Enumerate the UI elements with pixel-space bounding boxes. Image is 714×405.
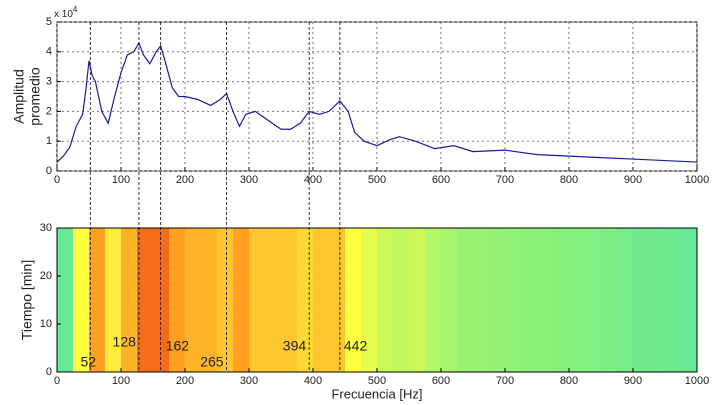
x-tick-label: 400 (304, 375, 322, 387)
heat-cell (537, 228, 554, 372)
y-axis-label: promedio (27, 67, 43, 126)
heat-cell (441, 228, 458, 372)
y-tick-label: 20 (40, 270, 52, 282)
x-tick-label: 100 (112, 375, 130, 387)
y-tick-label: 30 (40, 222, 52, 234)
heat-cell (553, 228, 570, 372)
y-tick-label: 3 (46, 76, 52, 88)
x-tick-label: 0 (54, 174, 60, 186)
y-exponent: x 104 (54, 5, 78, 20)
heat-cell (281, 228, 298, 372)
heat-cell (489, 228, 506, 372)
heat-cell (585, 228, 602, 372)
heat-cell (665, 228, 682, 372)
heat-cell (169, 228, 186, 372)
y-exponent-power: 4 (73, 5, 78, 14)
y-exponent-base: x 10 (54, 9, 73, 20)
heat-cell (57, 228, 74, 372)
line-series (56, 41, 698, 163)
y-tick-label: 5 (46, 16, 52, 28)
x-tick-label: 800 (560, 375, 578, 387)
heat-cell (409, 228, 426, 372)
peak-label: 52 (80, 354, 96, 370)
heat-cell (633, 228, 650, 372)
peak-label: 442 (344, 338, 368, 354)
heat-cell (313, 228, 330, 372)
x-tick-label: 0 (54, 375, 60, 387)
heat-cell (73, 228, 90, 372)
peak-label: 265 (200, 354, 224, 370)
heat-cell (249, 228, 266, 372)
heat-cell (649, 228, 666, 372)
heat-cell (89, 228, 106, 372)
x-tick-label: 900 (624, 174, 642, 186)
heat-cell (201, 228, 218, 372)
y-tick-label: 0 (46, 366, 52, 378)
peak-label: 394 (283, 338, 307, 354)
heat-cell (457, 228, 474, 372)
y-tick-label: 4 (46, 46, 52, 58)
x-tick-label: 200 (176, 375, 194, 387)
heat-cell (185, 228, 202, 372)
heat-cell (473, 228, 490, 372)
x-axis-label: Frecuencia [Hz] (331, 386, 422, 401)
heat-cell (233, 228, 250, 372)
x-tick-label: 600 (432, 375, 450, 387)
peak-label: 128 (113, 334, 137, 350)
heat-cell (153, 228, 170, 372)
x-tick-label: 700 (496, 174, 514, 186)
heat-cell (505, 228, 522, 372)
heat-cell (105, 228, 122, 372)
y-axis-label: Amplitud (11, 69, 27, 123)
heat-cell (681, 228, 698, 372)
x-tick-label: 1000 (685, 375, 709, 387)
x-tick-label: 1000 (685, 174, 709, 186)
x-tick-label: 700 (496, 375, 514, 387)
heat-cell (617, 228, 634, 372)
x-tick-label: 400 (304, 174, 322, 186)
x-tick-label: 300 (240, 375, 258, 387)
heat-cell (329, 228, 346, 372)
heat-cell (361, 228, 378, 372)
peak-label: 162 (166, 338, 190, 354)
x-tick-label: 900 (624, 375, 642, 387)
heat-cell (377, 228, 394, 372)
x-tick-label: 500 (368, 174, 386, 186)
y-tick-label: 1 (46, 135, 52, 147)
heat-cell (425, 228, 442, 372)
y-tick-label: 10 (40, 318, 52, 330)
y-axis-label: Tiempo [min] (19, 260, 35, 340)
heat-cell (569, 228, 586, 372)
heat-cell (265, 228, 282, 372)
x-tick-label: 800 (560, 174, 578, 186)
x-tick-label: 300 (240, 174, 258, 186)
x-tick-label: 600 (432, 174, 450, 186)
x-tick-label: 100 (112, 174, 130, 186)
x-tick-label: 200 (176, 174, 194, 186)
heat-cell (393, 228, 410, 372)
heat-cell (217, 228, 234, 372)
heat-cell (345, 228, 362, 372)
y-tick-label: 2 (46, 105, 52, 117)
heat-cell (521, 228, 538, 372)
x-tick-label: 500 (368, 375, 386, 387)
heat-cell (121, 228, 138, 372)
y-tick-label: 0 (46, 165, 52, 177)
heat-cell (137, 228, 154, 372)
heat-cell (601, 228, 618, 372)
